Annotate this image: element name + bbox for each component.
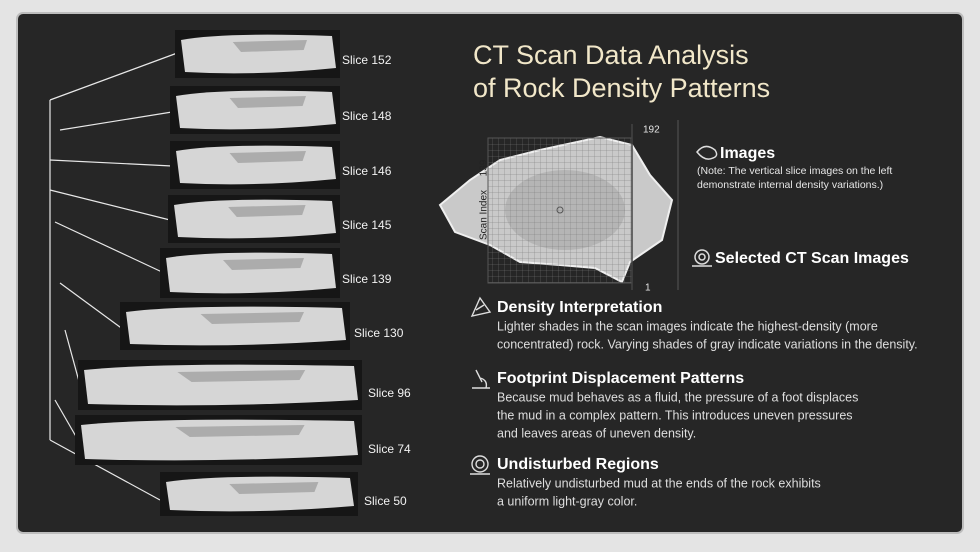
slice-label: Slice 74 (368, 442, 411, 456)
section-text: a uniform light-gray color. (497, 494, 637, 508)
slice-dense-zone (229, 151, 306, 163)
slice-label: Slice 145 (342, 218, 392, 232)
section-text: Because mud behaves as a fluid, the pres… (497, 390, 858, 404)
scan-axis-label: Scan Index (479, 190, 490, 240)
slice: Slice 50 (160, 472, 407, 516)
section-text: Relatively undisturbed mud at the ends o… (497, 476, 821, 490)
slice-label: Slice 152 (342, 53, 392, 67)
scan-figure: 192 1 139 Scan Index (438, 120, 679, 294)
slice-image (81, 419, 358, 461)
scan-top-label: 192 (643, 125, 660, 136)
scan-mid-label: 139 (479, 159, 490, 176)
slice-image (176, 145, 336, 185)
slice: Slice 139 (160, 248, 392, 298)
regions-icon (470, 455, 490, 475)
slice-dense-zone (232, 40, 307, 52)
slice: Slice 74 (75, 415, 411, 465)
slice-image (174, 199, 336, 239)
slice-dense-zone (229, 482, 319, 494)
section-heading: Undisturbed Regions (497, 456, 659, 473)
slice-dense-zone (229, 96, 306, 108)
slice: Slice 152 (175, 30, 392, 78)
section-text: Lighter shades in the scan images indica… (497, 319, 878, 333)
slice: Slice 96 (78, 360, 411, 410)
slice-image (181, 34, 336, 74)
selected-icon (692, 249, 712, 267)
section-text: concentrated) rock. Varying shades of gr… (497, 337, 918, 351)
slice-image (176, 90, 336, 130)
images-heading: Images (720, 145, 775, 162)
section-text: and leaves areas of uneven density. (497, 426, 696, 440)
section-heading: Density Interpretation (497, 299, 662, 316)
slice-image (126, 306, 346, 346)
selected-heading: Selected CT Scan Images (715, 250, 909, 267)
slice-label: Slice 148 (342, 109, 392, 123)
slice-image (166, 252, 336, 294)
slice-label: Slice 146 (342, 164, 392, 178)
images-icon (696, 145, 718, 160)
slice-label: Slice 50 (364, 494, 407, 508)
slice-label: Slice 96 (368, 386, 411, 400)
images-note: demonstrate internal density variations.… (697, 179, 883, 191)
slice: Slice 145 (168, 195, 392, 243)
scan-bottom-label: 1 (645, 283, 651, 294)
title-line: of Rock Density Patterns (473, 73, 770, 103)
slice: Slice 130 (120, 302, 404, 350)
slice-dense-zone (223, 258, 304, 270)
slice-dense-zone (200, 312, 304, 324)
slice: Slice 146 (170, 141, 392, 189)
connectors (49, 51, 181, 501)
slice-dense-zone (175, 425, 305, 437)
slice-label: Slice 130 (354, 326, 404, 340)
title-line: CT Scan Data Analysis (473, 40, 749, 70)
section-text: the mud in a complex pattern. This intro… (497, 408, 853, 422)
density-icon (470, 296, 492, 317)
slice-dense-zone (228, 205, 306, 217)
slice-label: Slice 139 (342, 272, 392, 286)
slice-image (84, 364, 358, 406)
slice-image (166, 476, 354, 512)
images-note: (Note: The vertical slice images on the … (697, 165, 892, 177)
slice: Slice 148 (170, 86, 392, 134)
slice-dense-zone (177, 370, 306, 382)
section-heading: Footprint Displacement Patterns (497, 370, 744, 387)
footprint-icon (472, 369, 490, 389)
